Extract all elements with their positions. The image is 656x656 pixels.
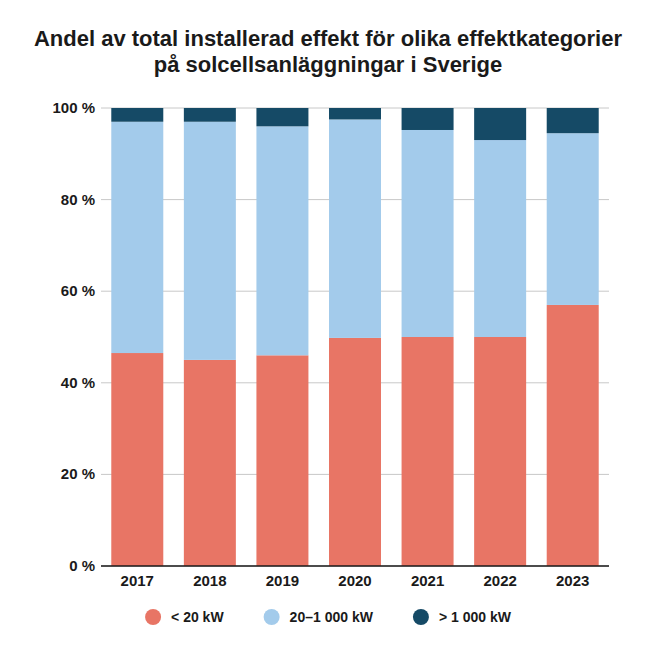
bar-segment [474, 108, 526, 140]
legend-label: > 1 000 kW [439, 609, 512, 625]
bar-segment [111, 108, 163, 122]
x-tick-label: 2017 [121, 572, 154, 589]
grid-line [101, 566, 609, 567]
x-tick-label: 2019 [266, 572, 299, 589]
bar-segment [256, 355, 308, 566]
bar-segment [111, 122, 163, 353]
y-tick-label: 60 % [61, 282, 95, 299]
x-tick-label: 2021 [411, 572, 444, 589]
bar-segment [402, 337, 454, 566]
legend-swatch [413, 609, 429, 625]
bar-segment [547, 108, 599, 133]
legend-item: < 20 kW [145, 609, 224, 625]
bar-segment [256, 108, 308, 126]
x-tick-label: 2022 [483, 572, 516, 589]
bar-segment [547, 305, 599, 566]
bar-segment [402, 130, 454, 337]
legend-swatch [264, 609, 280, 625]
y-tick-label: 40 % [61, 374, 95, 391]
y-tick-label: 0 % [69, 557, 95, 574]
bars [111, 108, 598, 566]
bar-segment [184, 360, 236, 566]
bar-segment [184, 122, 236, 360]
x-axis-line [101, 565, 609, 567]
bar-segment [474, 140, 526, 337]
legend-swatch [145, 609, 161, 625]
bar-segment [111, 353, 163, 566]
bar-segment [329, 119, 381, 337]
legend-label: < 20 kW [171, 609, 224, 625]
title: Andel av total installerad effekt för ol… [28, 26, 628, 78]
bar-segment [184, 108, 236, 122]
y-tick-label: 100 % [52, 99, 95, 116]
chart: 0 % 20 % 40 % 60 % 80 % 100 % 2017 2018 2019 2020… [0, 0, 656, 656]
x-tick-label: 2018 [193, 572, 226, 589]
bar-segment [329, 338, 381, 566]
legend: < 20 kW 20–1 000 kW > 1 000 kW [145, 609, 512, 625]
y-tick-label: 80 % [61, 191, 95, 208]
y-tick-label: 20 % [61, 465, 95, 482]
legend-item: > 1 000 kW [413, 609, 512, 625]
bar-segment [329, 108, 381, 119]
bar-segment [256, 126, 308, 355]
bar-segment [474, 337, 526, 566]
legend-item: 20–1 000 kW [264, 609, 374, 625]
bar-segment [402, 108, 454, 130]
legend-label: 20–1 000 kW [290, 609, 374, 625]
x-tick-label: 2020 [338, 572, 371, 589]
grid [101, 108, 609, 566]
bar-segment [547, 133, 599, 305]
x-tick-label: 2023 [556, 572, 589, 589]
